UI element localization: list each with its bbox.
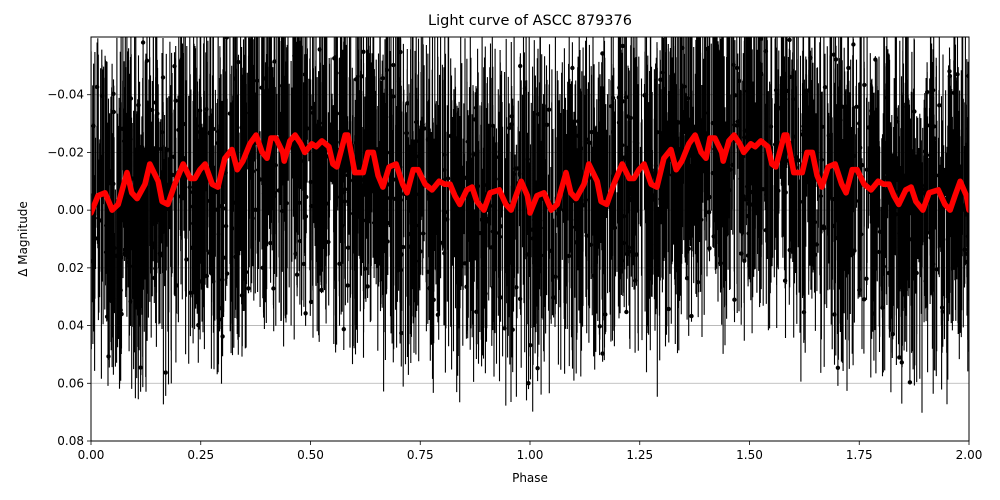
y-tick-label: −0.04 xyxy=(47,88,84,102)
model-fit-line xyxy=(91,132,969,216)
y-tick-label: −0.02 xyxy=(47,145,84,159)
x-tick-label: 2.00 xyxy=(956,448,983,462)
y-axis-label: Δ Magnitude xyxy=(16,201,30,277)
x-tick-label: 0.00 xyxy=(78,448,105,462)
y-tick-label: 0.02 xyxy=(57,261,84,275)
x-tick-label: 0.25 xyxy=(187,448,214,462)
y-tick-label: 0.04 xyxy=(57,319,84,333)
y-tick-label: 0.08 xyxy=(57,434,84,448)
chart-title: Light curve of ASCC 879376 xyxy=(428,13,632,29)
x-tick-label: 1.75 xyxy=(846,448,873,462)
x-tick-label: 1.00 xyxy=(517,448,544,462)
x-axis-ticks: 0.00 0.25 0.50 0.75 1.00 1.25 1.50 1.75 2.00 xyxy=(78,441,983,462)
x-tick-label: 1.25 xyxy=(626,448,653,462)
x-tick-label: 1.50 xyxy=(736,448,763,462)
x-tick-label: 0.75 xyxy=(407,448,434,462)
x-tick-label: 0.50 xyxy=(297,448,324,462)
y-tick-label: 0.00 xyxy=(57,203,84,217)
y-axis-ticks: −0.04 −0.02 0.00 0.02 0.04 0.06 0.08 xyxy=(47,88,91,448)
x-axis-label: Phase xyxy=(512,471,548,485)
y-tick-label: 0.06 xyxy=(57,376,84,390)
